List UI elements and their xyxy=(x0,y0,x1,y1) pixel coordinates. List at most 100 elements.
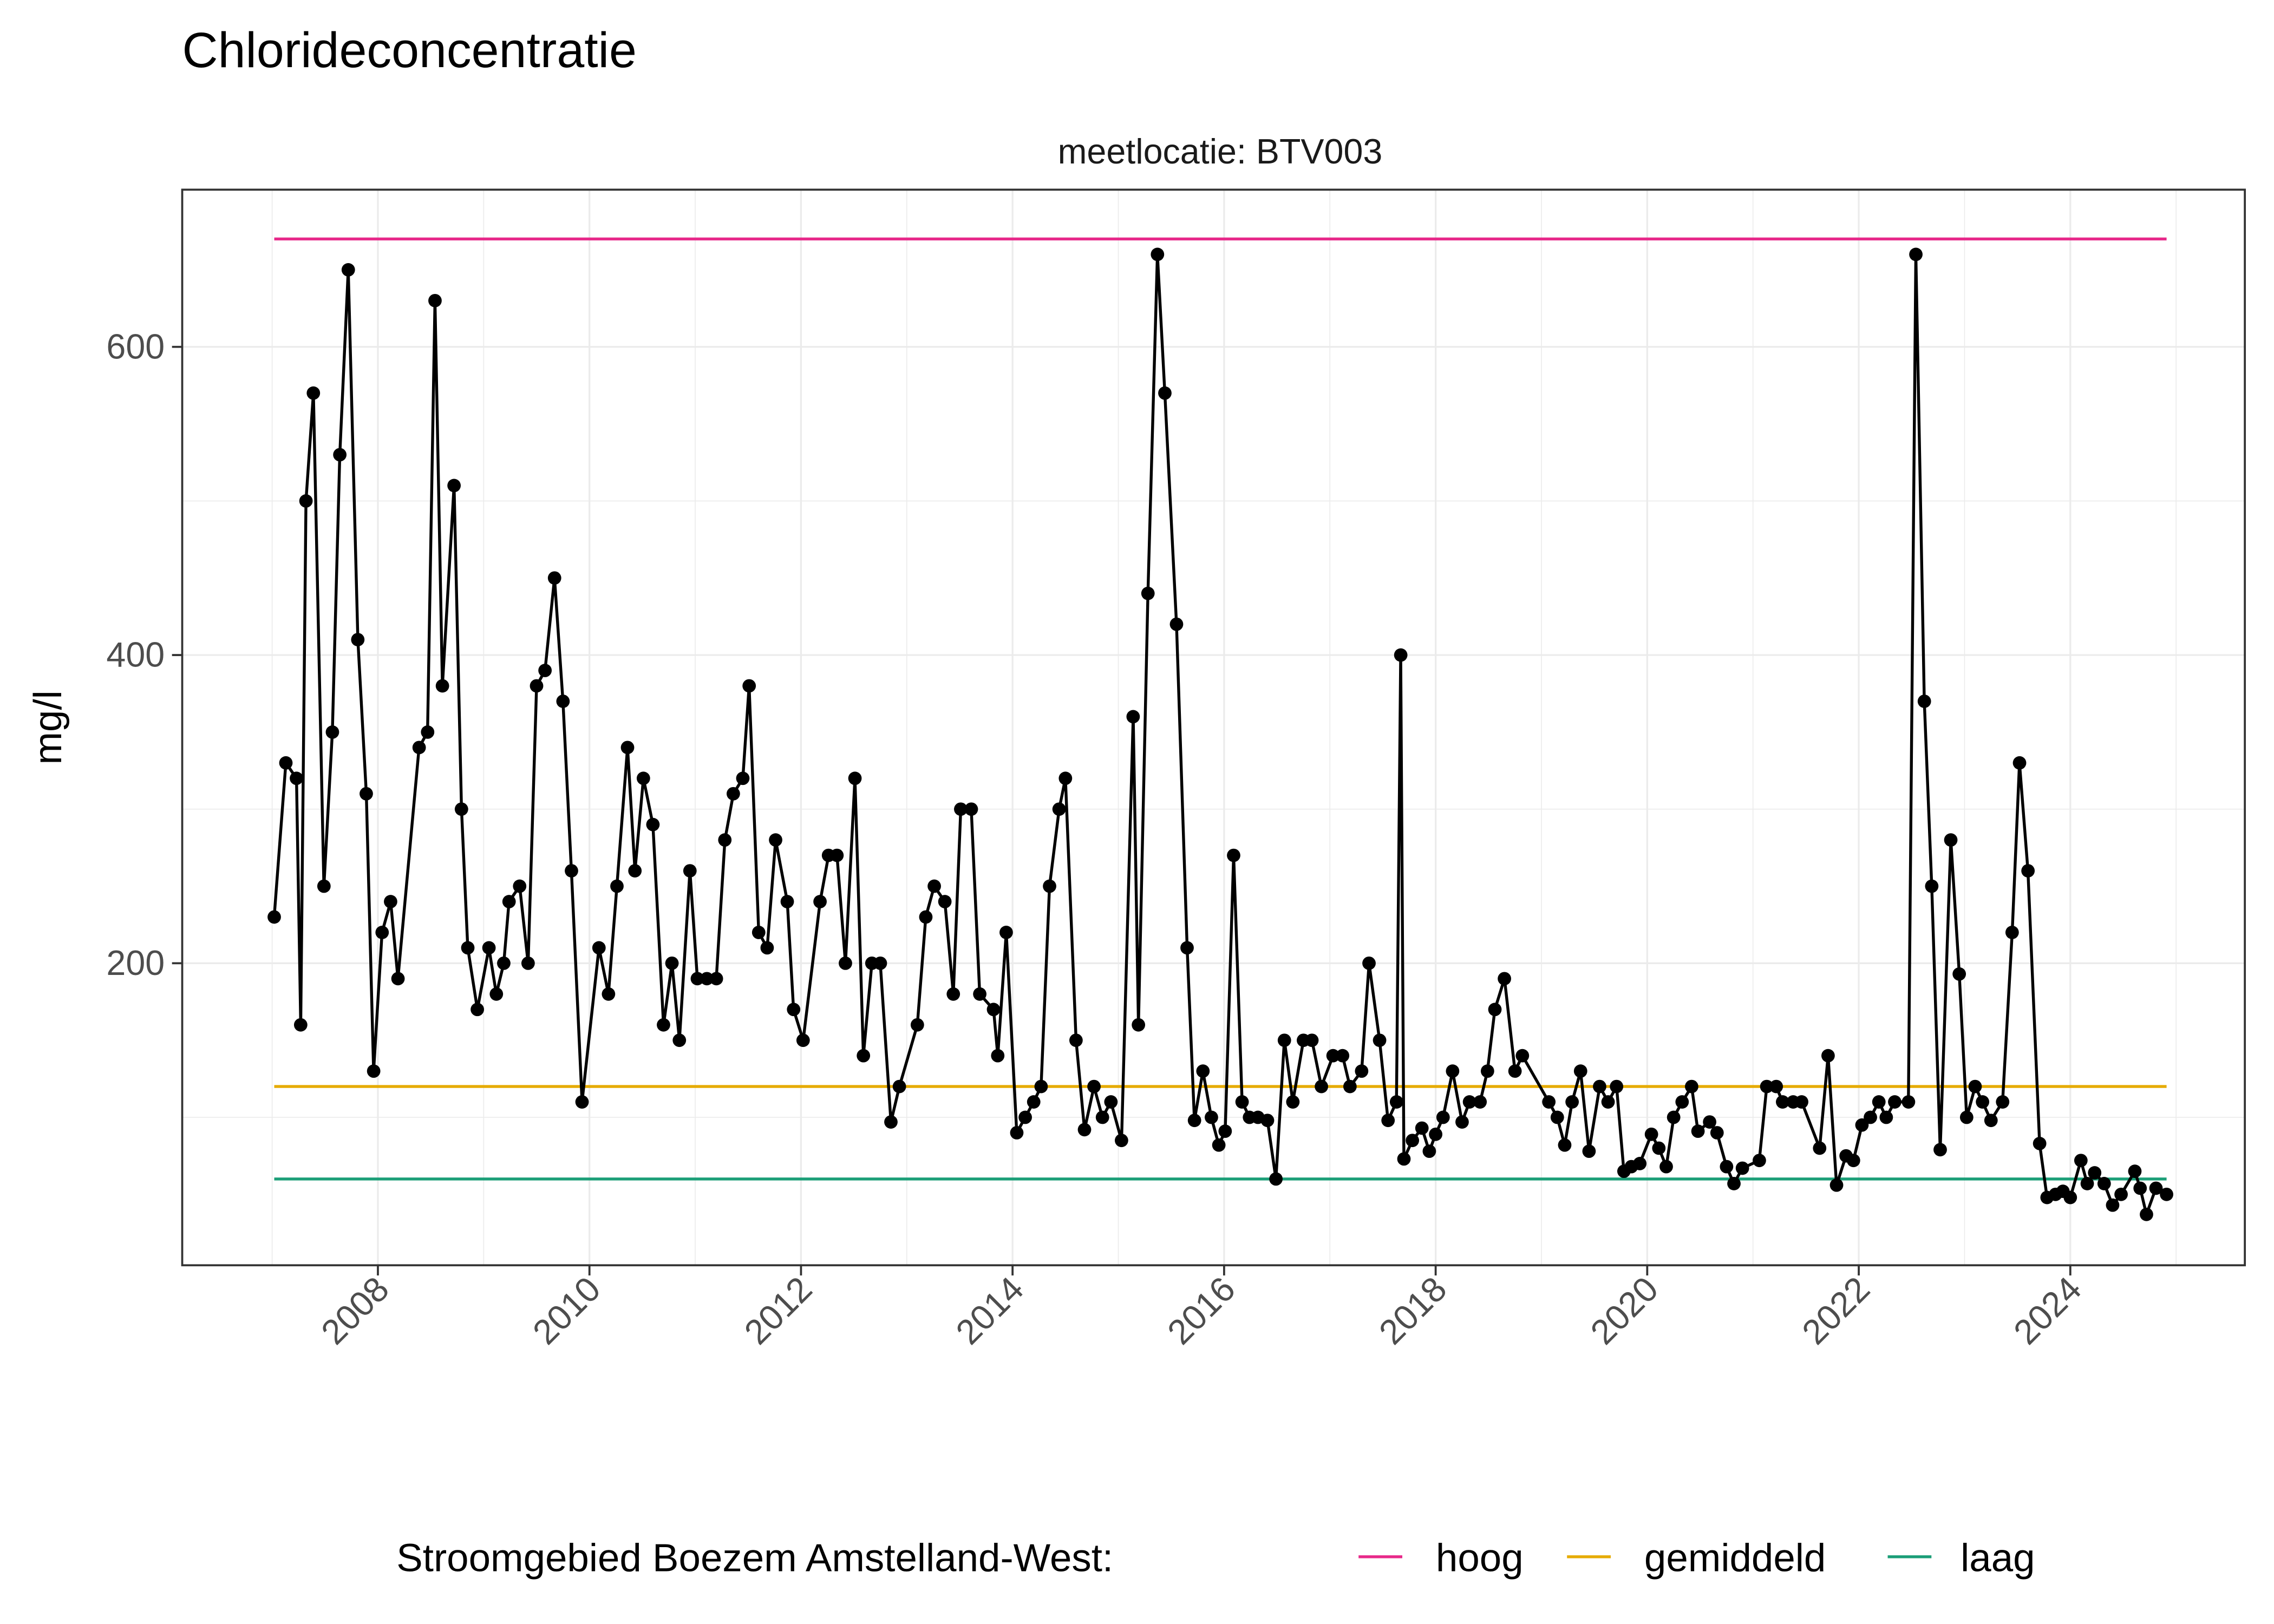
data-point xyxy=(796,1033,810,1047)
data-point xyxy=(1925,879,1939,893)
data-point xyxy=(547,571,561,585)
data-point xyxy=(1795,1095,1808,1109)
data-point xyxy=(1550,1110,1564,1124)
data-point xyxy=(1558,1138,1572,1152)
data-point xyxy=(610,879,624,893)
data-point xyxy=(954,802,968,816)
data-point xyxy=(986,1003,1001,1017)
data-point xyxy=(1305,1033,1319,1047)
data-point xyxy=(1132,1018,1146,1032)
data-point xyxy=(787,1003,801,1017)
data-point xyxy=(2012,756,2027,770)
data-point xyxy=(2128,1164,2142,1178)
data-point xyxy=(1095,1110,1109,1124)
data-point xyxy=(2021,864,2035,878)
data-point xyxy=(556,695,570,708)
data-series xyxy=(267,247,2173,1221)
data-point xyxy=(857,1049,871,1063)
data-point xyxy=(454,802,468,816)
data-point xyxy=(2088,1166,2102,1180)
data-point xyxy=(1776,1095,1789,1109)
data-point xyxy=(1277,1033,1291,1047)
data-point xyxy=(752,926,766,939)
data-point xyxy=(1196,1064,1210,1078)
data-point xyxy=(1879,1110,1893,1124)
data-point xyxy=(1326,1049,1340,1063)
data-point xyxy=(306,386,321,400)
data-point xyxy=(636,771,650,785)
data-point xyxy=(1968,1079,1982,1093)
data-point xyxy=(1415,1121,1429,1135)
data-point xyxy=(884,1115,898,1129)
data-point xyxy=(1952,967,1966,981)
data-point xyxy=(1362,956,1376,970)
data-point xyxy=(1996,1095,2010,1109)
data-point xyxy=(848,771,862,785)
data-point xyxy=(1542,1095,1556,1109)
data-point xyxy=(279,756,293,770)
data-point xyxy=(1644,1127,1658,1141)
data-point xyxy=(892,1079,906,1093)
data-point xyxy=(2074,1154,2088,1168)
y-tick-label: 400 xyxy=(106,636,165,675)
data-point xyxy=(502,895,516,908)
data-point xyxy=(1691,1124,1705,1138)
data-point xyxy=(873,956,887,970)
data-point xyxy=(620,741,635,755)
data-point xyxy=(1659,1160,1673,1174)
data-point xyxy=(1077,1123,1092,1137)
data-point xyxy=(1633,1157,1647,1170)
y-axis-label: mg/l xyxy=(26,690,70,764)
data-point xyxy=(1710,1126,1724,1140)
data-point xyxy=(2140,1207,2153,1221)
data-point xyxy=(530,679,544,693)
data-point xyxy=(657,1018,670,1032)
reference-lines xyxy=(274,237,2167,1181)
data-point xyxy=(1018,1110,1032,1124)
data-point xyxy=(709,972,723,986)
data-point xyxy=(367,1064,381,1078)
data-point xyxy=(325,725,339,739)
data-point xyxy=(1429,1127,1442,1141)
data-point xyxy=(1455,1115,1469,1129)
data-point xyxy=(1286,1095,1300,1109)
data-point xyxy=(1917,695,1931,708)
data-point xyxy=(718,833,732,847)
data-point xyxy=(1565,1095,1579,1109)
data-point xyxy=(1829,1178,1844,1192)
data-point xyxy=(1769,1079,1783,1093)
data-point xyxy=(672,1033,687,1047)
data-point xyxy=(813,895,827,908)
data-point xyxy=(412,741,426,755)
legend-label-hoog: hoog xyxy=(1436,1536,1524,1580)
data-point xyxy=(1010,1126,1024,1140)
data-point xyxy=(2080,1177,2094,1190)
data-point xyxy=(1389,1095,1403,1109)
data-point xyxy=(391,972,405,986)
data-point xyxy=(471,1003,484,1017)
data-point xyxy=(1397,1152,1411,1166)
data-point xyxy=(565,864,578,878)
data-point xyxy=(1821,1049,1835,1063)
data-point xyxy=(999,926,1013,939)
data-point xyxy=(1104,1095,1118,1109)
data-point xyxy=(461,941,475,955)
data-point xyxy=(1373,1033,1387,1047)
data-point xyxy=(592,941,606,955)
data-point xyxy=(1488,1003,1502,1017)
data-point xyxy=(1462,1095,1476,1109)
data-point xyxy=(1667,1110,1681,1124)
data-point xyxy=(742,679,756,693)
data-point xyxy=(333,448,347,462)
data-point xyxy=(1753,1154,1766,1168)
data-point xyxy=(919,910,933,924)
data-point xyxy=(2114,1187,2128,1201)
data-point xyxy=(1151,247,1165,261)
data-point xyxy=(1027,1095,1041,1109)
data-point xyxy=(1760,1079,1774,1093)
legend: Stroomgebied Boezem Amstelland-West: hoo… xyxy=(396,1536,2035,1580)
data-point xyxy=(946,987,960,1001)
data-point xyxy=(421,725,435,739)
data-point xyxy=(1959,1110,1974,1124)
